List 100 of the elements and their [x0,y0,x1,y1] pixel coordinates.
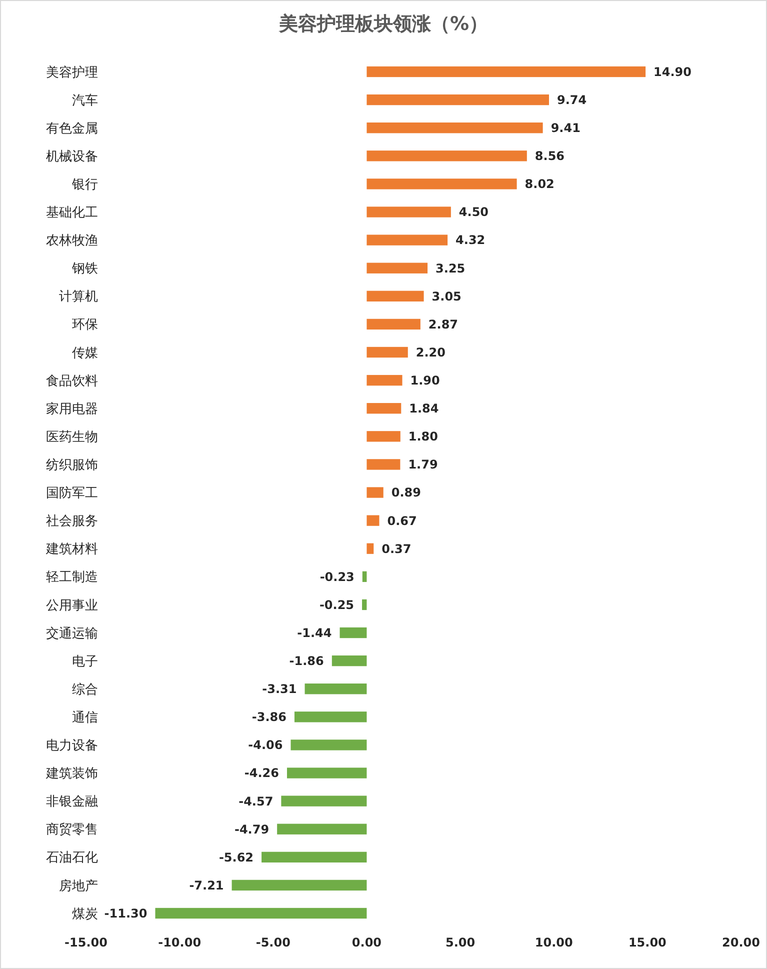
data-label: 0.89 [391,486,421,500]
x-tick-label: -15.00 [64,936,108,950]
bar [290,740,367,750]
y-tick-label: 电力设备 [46,738,98,754]
bar [277,824,367,834]
y-tick-label: 公用事业 [46,598,98,614]
y-tick-label: 计算机 [59,290,98,305]
data-label: 8.56 [534,149,565,164]
y-tick-label: 商贸零售 [46,822,98,838]
y-tick-label: 国防军工 [46,486,98,502]
data-label: 0.37 [382,542,412,556]
y-tick-label: 纺织服饰 [46,458,98,473]
bar [366,262,428,274]
bar [366,122,543,134]
y-tick-label: 银行 [71,177,98,192]
data-label: 3.25 [436,261,466,276]
bar [366,346,408,358]
x-tick-label: 15.00 [628,936,666,950]
y-tick-label: 农林牧渔 [46,234,98,249]
data-label: -4.26 [244,766,279,780]
bar [366,66,646,78]
data-label: -4.06 [248,738,283,752]
y-tick-label: 石油石化 [46,850,98,866]
y-tick-label: 社会服务 [46,514,98,530]
y-tick-label: 非银金融 [46,794,98,810]
y-tick-label: 钢铁 [71,262,98,277]
data-label: -4.57 [238,794,274,808]
bar [366,515,380,526]
bar [366,150,527,162]
data-label: 1.80 [408,430,438,444]
bar [366,431,400,442]
bar [281,796,367,806]
bar [362,571,367,582]
bar [366,374,402,386]
bar [332,655,367,666]
y-tick-label: 通信 [72,710,98,726]
bar [366,403,402,414]
data-label: 2.20 [416,345,446,360]
y-tick-label: 医药生物 [46,430,98,445]
bar [294,712,367,722]
y-tick-label: 环保 [72,318,98,333]
bar [362,599,367,610]
bar [155,908,367,919]
data-label: 0.67 [387,514,417,528]
data-label: 3.05 [432,289,462,304]
data-label: 9.41 [550,121,580,136]
y-tick-label: 机械设备 [46,149,98,164]
data-label: -7.21 [189,878,224,892]
y-tick-label: 汽车 [72,93,98,108]
data-label: -1.86 [289,654,324,668]
y-tick-label: 煤炭 [72,906,98,922]
data-label: -3.86 [252,710,286,724]
data-label: 9.74 [556,92,587,107]
data-label: 14.90 [654,64,692,79]
data-label: 2.87 [428,317,458,332]
bar [366,206,451,218]
data-label: 4.32 [456,233,486,248]
bar [366,543,374,554]
bar [366,318,420,330]
bar [366,178,517,190]
x-tick-label: 10.00 [534,936,573,950]
data-label: -1.44 [297,626,332,640]
bar [340,627,367,638]
y-tick-label: 房地产 [59,878,98,894]
data-label: -5.62 [218,850,254,864]
bar [232,880,367,891]
data-label: 8.02 [524,177,554,192]
bar [262,852,367,862]
y-tick-label: 家用电器 [46,400,98,417]
bar [366,94,549,106]
bar [366,487,384,498]
data-label: -0.23 [320,570,354,584]
x-tick-label: -5.00 [256,936,290,950]
x-tick-label: 0.00 [352,936,382,950]
data-label: 1.84 [409,402,439,416]
y-tick-label: 基础化工 [46,206,98,221]
chart-title: 美容护理板块领涨（%） [278,13,488,35]
bar [366,234,448,246]
y-tick-label: 建筑装饰 [45,766,98,782]
y-tick-label: 交通运输 [46,625,98,642]
data-label: 4.50 [458,205,489,220]
y-tick-label: 有色金属 [46,121,98,136]
y-tick-label: 美容护理 [46,64,98,80]
y-tick-label: 轻工制造 [46,570,98,586]
x-tick-label: 20.00 [722,936,760,950]
data-label: -4.79 [234,822,270,836]
bar [366,459,400,470]
bar [366,290,424,302]
x-tick-label: -10.00 [158,936,202,950]
y-tick-label: 传媒 [72,346,98,361]
data-label: -11.30 [104,906,148,920]
data-label: 1.79 [408,458,438,472]
y-tick-label: 食品饮料 [46,374,98,389]
y-tick-label: 建筑材料 [45,542,98,558]
y-tick-label: 电子 [72,654,98,670]
bar [286,768,367,778]
x-tick-label: 5.00 [445,936,476,950]
bar [304,684,367,694]
data-label: -0.25 [319,598,354,612]
data-label: -3.31 [262,682,297,696]
